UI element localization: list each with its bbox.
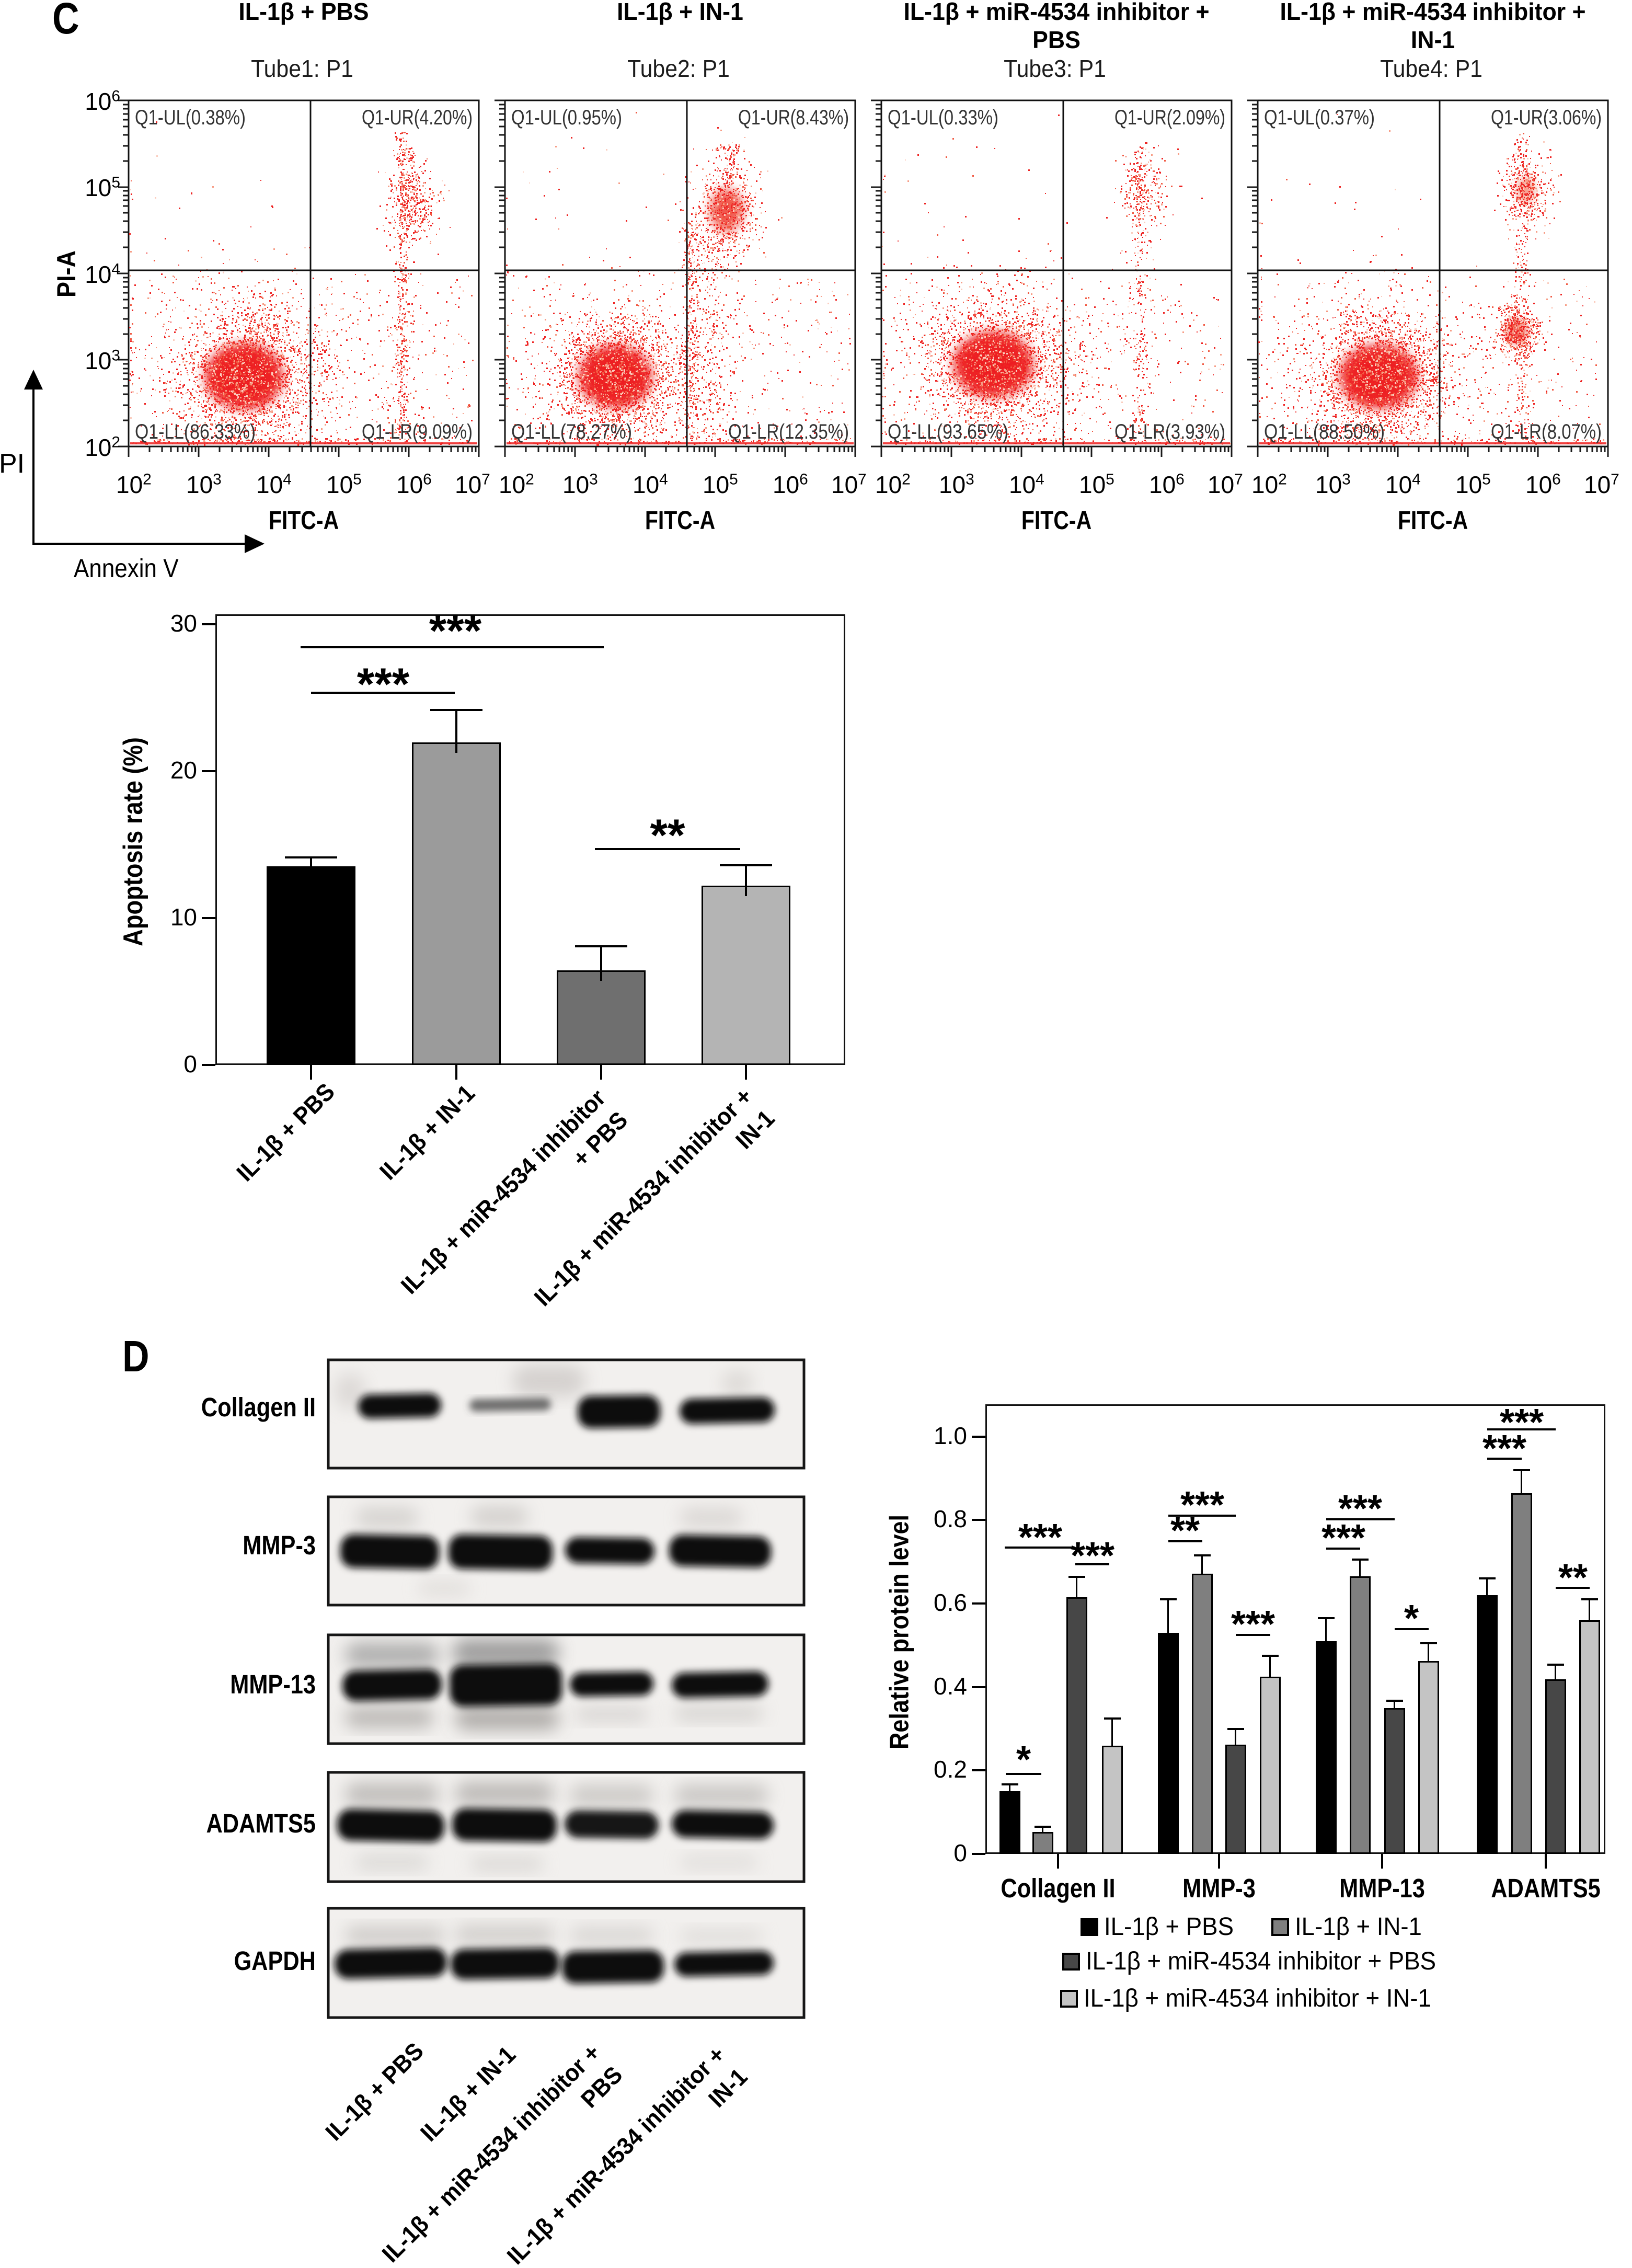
svg-text:Q1-LR(8.07%): Q1-LR(8.07%) [1491, 420, 1602, 443]
svg-text:Q1-LR(9.09%): Q1-LR(9.09%) [362, 420, 473, 443]
svg-text:Q1-UR(4.20%): Q1-UR(4.20%) [362, 106, 473, 129]
svg-text:Q1-UL(0.33%): Q1-UL(0.33%) [888, 106, 998, 129]
svg-text:IL-1β + PBS: IL-1β + PBS [231, 1078, 340, 1186]
svg-text:Q1-UR(3.06%): Q1-UR(3.06%) [1491, 106, 1602, 129]
svg-text:IL-1β + IN-1: IL-1β + IN-1 [374, 1079, 480, 1185]
svg-text:Q1-UR(8.43%): Q1-UR(8.43%) [738, 106, 849, 129]
svg-text:Q1-LL(78.27%): Q1-LL(78.27%) [511, 420, 632, 443]
svg-text:Q1-UL(0.37%): Q1-UL(0.37%) [1264, 106, 1375, 129]
svg-text:Q1-LR(3.93%): Q1-LR(3.93%) [1114, 420, 1225, 443]
svg-text:Q1-LL(86.33%): Q1-LL(86.33%) [135, 420, 256, 443]
svg-text:Q1-LL(93.65%): Q1-LL(93.65%) [888, 420, 1008, 443]
svg-text:Q1-UR(2.09%): Q1-UR(2.09%) [1114, 106, 1225, 129]
svg-text:Q1-LL(88.50%): Q1-LL(88.50%) [1264, 420, 1385, 443]
svg-text:Q1-UL(0.38%): Q1-UL(0.38%) [135, 106, 246, 129]
svg-text:Q1-LR(12.35%): Q1-LR(12.35%) [728, 420, 849, 443]
svg-text:IL-1β + PBS: IL-1β + PBS [320, 2037, 429, 2146]
svg-text:Q1-UL(0.95%): Q1-UL(0.95%) [511, 106, 622, 129]
